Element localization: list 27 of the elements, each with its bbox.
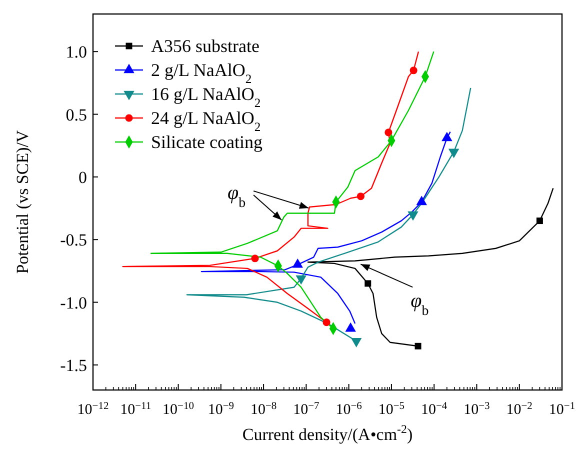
x-tick-label: 10$^{−10}$	[162, 400, 194, 418]
y-tick-label: 0.5	[66, 105, 87, 124]
x-tick-label: 10$^{−12}$	[77, 400, 109, 418]
x-tick-label: 10$^{−8}$	[250, 400, 277, 418]
x-tick-label: 10$^{−3}$	[464, 400, 490, 418]
legend-label: 16 g/L NaAlO$_{2}$	[151, 84, 261, 110]
x-tick-label: 10$^{−4}$	[421, 400, 448, 418]
y-tick-label: -0.5	[60, 230, 87, 250]
y-axis-title: Potential (vs SCE)/V	[13, 130, 32, 274]
x-tick-label: 10$^{−7}$	[293, 400, 320, 418]
y-tick-label: -1.5	[60, 356, 87, 375]
annotation: φ$_{b}$	[228, 182, 246, 211]
x-tick-label: 10$^{−5}$	[378, 400, 405, 418]
x-tick-label: 10$^{−9}$	[208, 400, 234, 418]
legend-label: 2 g/L NaAlO$_{2}$	[151, 60, 252, 86]
legend-label: 24 g/L NaAlO$_{2}$	[151, 108, 261, 134]
y-tick-label: 1.0	[66, 42, 87, 62]
x-tick-label: 10$^{−2}$	[506, 400, 532, 418]
y-tick-label: 0	[78, 168, 87, 187]
x-tick-label: 10$^{−6}$	[336, 400, 362, 418]
x-tick-label: 10$^{−11}$	[120, 400, 152, 418]
annotation: φ$_{b}$	[410, 290, 429, 319]
x-axis-title: Current density/(A•cm$^{-2}$)	[242, 422, 413, 444]
y-tick-label: -1.0	[60, 293, 87, 312]
legend-label: Silicate coating	[151, 132, 262, 152]
x-tick-label: 10$^{−1}$	[548, 400, 576, 418]
legend-label: A356 substrate	[151, 36, 260, 56]
